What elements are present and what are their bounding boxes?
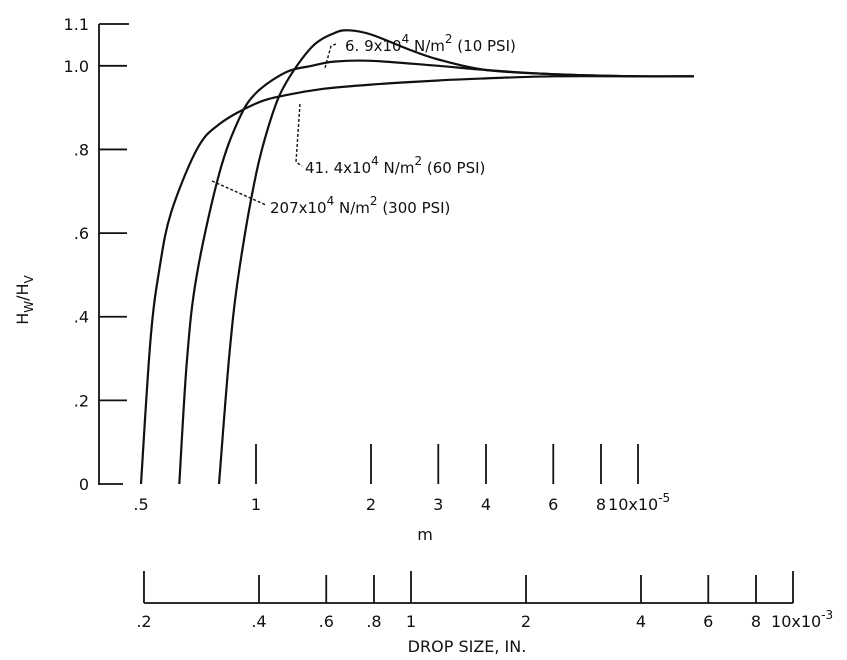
- x-tick-label-m: 8: [596, 495, 606, 514]
- y-tick-label: 1.0: [64, 57, 89, 76]
- x-tick-label-in: 6: [703, 612, 713, 631]
- axes-layer: 0.2.4.6.81.01.1HW/HV.5 1 2 3 4 6 8 10x10-5m.2.4…: [13, 15, 833, 656]
- leader-10-psi: [324, 43, 337, 69]
- x-tick-label-in: 2: [521, 612, 531, 631]
- y-tick-label: 0: [79, 475, 89, 494]
- series-curve-3: [139, 75, 694, 485]
- x-tick-label-m: 10x10-5: [608, 491, 670, 514]
- x-axis-title-in: DROP SIZE, IN.: [408, 637, 527, 656]
- y-axis-title: HW/HV: [13, 274, 36, 324]
- y-tick-label: .4: [74, 308, 89, 327]
- series-curve-2: [178, 59, 694, 485]
- x-tick-label-m: 4: [481, 495, 491, 514]
- x-tick-label-m: 6: [548, 495, 558, 514]
- y-tick-label: .8: [74, 140, 89, 159]
- x-tick-label-in: 4: [636, 612, 646, 631]
- series-curve-1: [217, 29, 694, 485]
- annotation-10-psi: 6. 9x104 N/m2 (10 PSI): [345, 32, 516, 55]
- y-tick-label: .6: [74, 224, 89, 243]
- x-tick-label-in: .8: [366, 612, 381, 631]
- x-tick-label-in: 10x10-3: [771, 608, 833, 631]
- x-tick-label-m: 3: [433, 495, 443, 514]
- x-tick-label-in: .6: [319, 612, 334, 631]
- x-tick-label-in: 1: [406, 612, 416, 631]
- leader-60-psi: [295, 103, 303, 167]
- y-tick-label: .2: [74, 391, 89, 410]
- annotation-60-psi: 41. 4x104 N/m2 (60 PSI): [305, 154, 485, 177]
- x-tick-label-m: 1: [251, 495, 261, 514]
- curves-layer: [139, 29, 694, 485]
- annotation-300-psi: 207x104 N/m2 (300 PSI): [270, 194, 450, 217]
- x-tick-label-m: .5: [133, 495, 148, 514]
- annotations-layer: 6. 9x104 N/m2 (10 PSI) 41. 4x104 N/m2 (60…: [211, 32, 516, 217]
- y-tick-label: 1.1: [64, 15, 89, 34]
- leader-300-psi: [211, 180, 267, 206]
- x-tick-label-in: 8: [751, 612, 761, 631]
- x-tick-label-m: 2: [366, 495, 376, 514]
- x-axis-title-m: m: [417, 525, 433, 544]
- x-tick-label-in: .2: [136, 612, 151, 631]
- x-tick-label-in: .4: [251, 612, 266, 631]
